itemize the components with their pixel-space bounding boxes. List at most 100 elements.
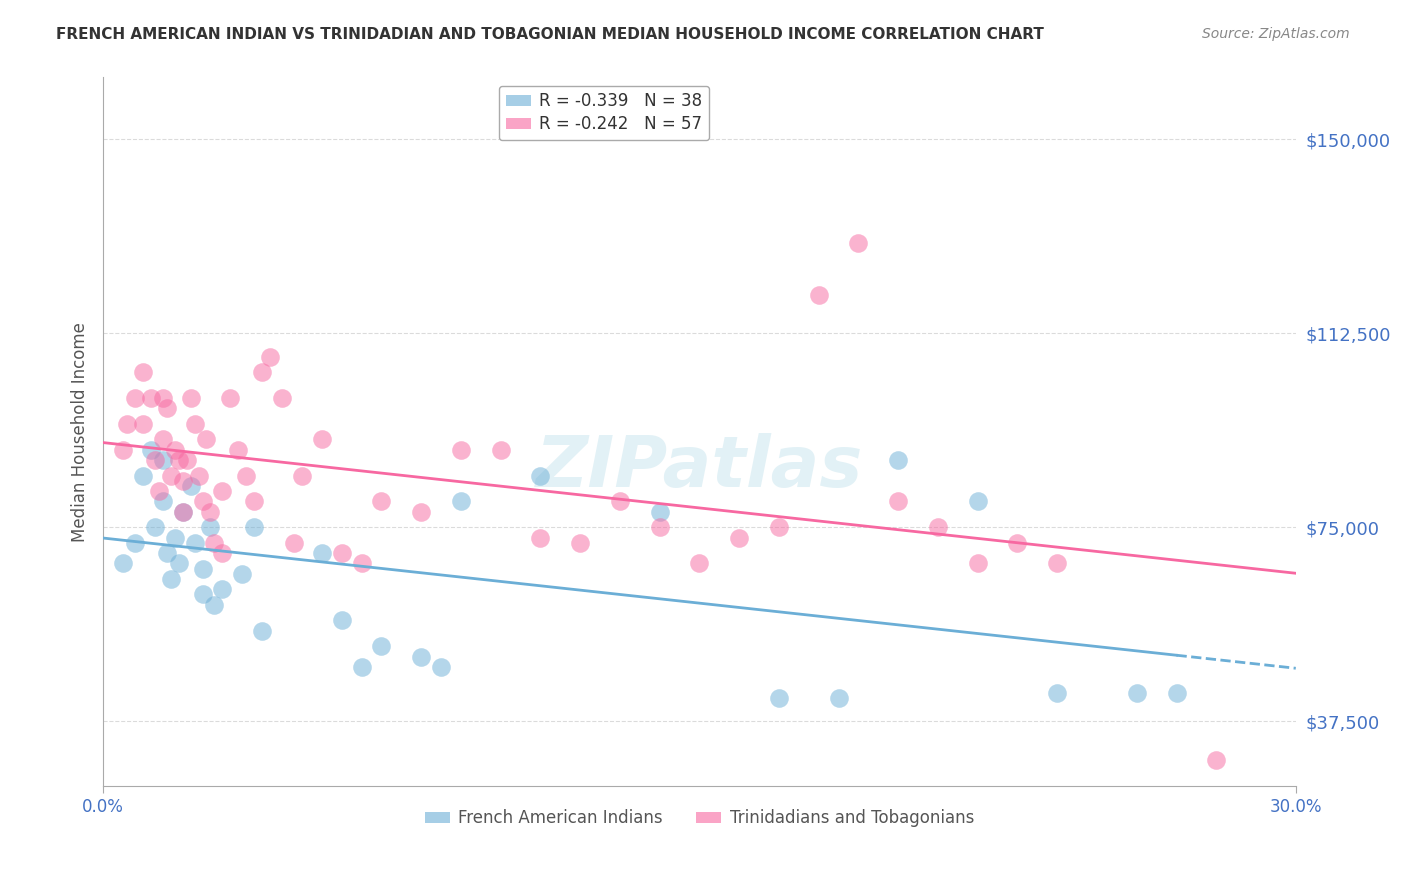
Point [330,613,353,627]
Point [807,287,830,301]
Point [132,365,155,379]
Point [115,417,138,431]
Point [191,494,214,508]
Point [195,433,218,447]
Point [191,561,214,575]
Point [350,557,373,571]
Point [167,453,190,467]
Point [124,535,146,549]
Point [172,505,194,519]
Point [609,494,631,508]
Point [243,494,266,508]
Point [259,350,281,364]
Point [139,442,162,457]
Point [827,690,849,705]
Point [768,520,790,534]
Point [152,494,174,508]
Point [211,484,233,499]
Point [250,365,273,379]
Point [283,535,305,549]
Point [411,649,433,664]
Point [887,453,910,467]
Point [250,624,273,638]
Point [450,494,472,508]
Point [159,468,181,483]
Point [156,546,179,560]
Point [111,557,134,571]
Point [219,391,242,405]
Point [204,535,226,549]
Point [271,391,294,405]
Point [211,546,233,560]
Point [235,468,257,483]
Point [226,442,249,457]
Point [176,453,198,467]
Point [688,557,710,571]
Point [204,598,226,612]
Point [132,468,155,483]
Point [187,468,209,483]
Point [172,474,194,488]
Point [450,442,472,457]
Legend: French American Indians, Trinidadians and Tobagonians: French American Indians, Trinidadians an… [419,803,980,834]
Point [243,520,266,534]
Point [111,442,134,457]
Point [529,531,551,545]
Point [152,433,174,447]
Point [143,453,166,467]
Point [183,417,205,431]
Point [370,494,392,508]
Point [966,494,988,508]
Point [966,557,988,571]
Point [148,484,170,499]
Point [370,639,392,653]
Point [163,442,186,457]
Point [159,572,181,586]
Point [139,391,162,405]
Point [728,531,751,545]
Point [1166,686,1188,700]
Point [648,505,671,519]
Point [167,557,190,571]
Text: Source: ZipAtlas.com: Source: ZipAtlas.com [1202,27,1350,41]
Point [1007,535,1029,549]
Point [124,391,146,405]
Point [350,660,373,674]
Point [330,546,353,560]
Point [191,587,214,601]
Point [132,417,155,431]
Text: FRENCH AMERICAN INDIAN VS TRINIDADIAN AND TOBAGONIAN MEDIAN HOUSEHOLD INCOME COR: FRENCH AMERICAN INDIAN VS TRINIDADIAN AN… [56,27,1045,42]
Point [648,520,671,534]
Point [180,479,202,493]
Point [156,401,179,416]
Point [848,235,870,250]
Point [311,546,333,560]
Point [143,520,166,534]
Point [1126,686,1149,700]
Point [311,433,333,447]
Y-axis label: Median Household Income: Median Household Income [72,322,89,541]
Point [927,520,949,534]
Point [887,494,910,508]
Point [1205,753,1227,767]
Point [291,468,314,483]
Point [152,453,174,467]
Point [430,660,453,674]
Point [1046,686,1069,700]
Point [200,520,222,534]
Point [768,690,790,705]
Point [172,505,194,519]
Point [231,566,253,581]
Point [180,391,202,405]
Text: ZIPatlas: ZIPatlas [536,433,863,501]
Point [411,505,433,519]
Point [163,531,186,545]
Point [183,535,205,549]
Point [1046,557,1069,571]
Point [211,582,233,597]
Point [152,391,174,405]
Point [489,442,512,457]
Point [529,468,551,483]
Point [200,505,222,519]
Point [569,535,592,549]
